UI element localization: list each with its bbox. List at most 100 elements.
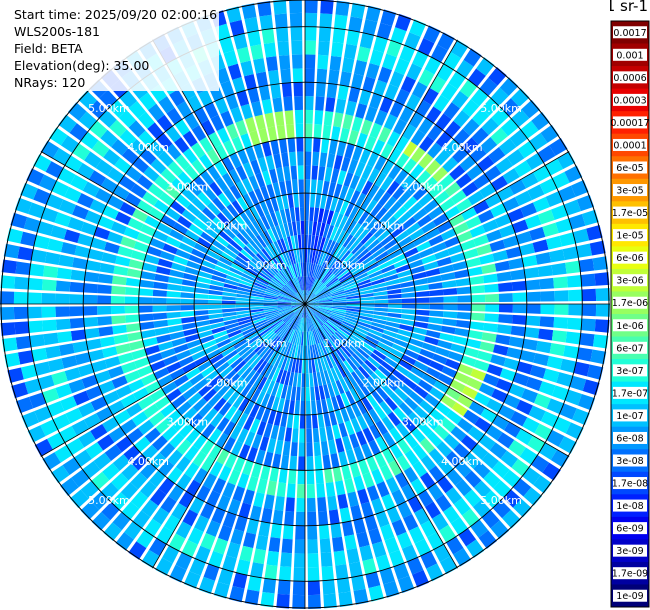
ray-gate [334,198,344,214]
ray-gate [295,293,305,304]
ray-gate [132,208,148,223]
ray-gate [428,282,443,290]
ray-gate [154,175,170,191]
ray-gate [382,329,398,338]
ray-gate [283,222,290,238]
ray-gate [419,348,435,360]
ray-gate [63,229,81,244]
ray-gate [453,443,470,460]
ray-gate [271,396,280,412]
ray-gate [115,436,133,453]
ray-gate [595,288,610,301]
ray-gate [343,172,354,188]
ray-gate [299,248,303,263]
ray-gate [516,399,533,415]
ray-gate [508,439,526,457]
colorbar-title-clip: m-1 sr-1 [610,0,650,17]
ray-gate [357,488,370,505]
ray-gate [331,42,344,58]
ray-gate [322,223,330,238]
ray-gate [139,480,157,498]
ray-gate [222,287,238,294]
ray-gate [498,138,517,156]
ray-gate [263,305,278,309]
ray-gate [330,312,345,319]
ray-gate [350,222,362,237]
ray-gate [463,409,480,425]
ray-gate [393,562,410,580]
ray-gate [236,90,250,107]
ray-gate [67,217,85,232]
ray-gate [261,378,272,393]
ray-gate [260,465,271,481]
ray-gate [153,367,170,380]
ray-gate [375,386,389,401]
ray-gate [289,207,296,222]
ray-gate [213,379,227,393]
ray-gate [266,333,278,346]
ray-gate [166,305,181,312]
ray-gate [277,297,292,302]
ray-gate [346,449,357,465]
ray-gate [282,441,291,456]
ray-gate [411,81,428,99]
ray-gate [291,299,305,304]
ray-gate [403,141,418,158]
ray-gate [77,233,94,247]
ray-gate [324,340,333,354]
ray-gate [270,197,279,212]
ray-gate [31,249,47,263]
ray-gate [72,143,91,161]
ray-gate [265,155,275,171]
ray-gate [330,367,339,382]
ray-gate [223,369,237,383]
ray-gate [307,317,311,332]
ray-gate [532,196,550,213]
ray-gate [372,318,387,325]
ray-gate [84,151,102,169]
ray-gate [167,466,183,484]
ray-gate [59,199,76,215]
ray-gate [473,200,490,215]
ray-gate [277,304,292,306]
ray-gate [559,232,576,247]
ray-gate [309,277,315,292]
ray-gate [382,431,396,448]
ray-gate [355,177,367,193]
ray-gate [264,349,275,363]
ray-gate [565,331,581,345]
ray-gate [70,174,88,191]
ray-gate [466,338,482,349]
ray-gate [327,319,340,329]
ray-gate [264,332,276,344]
ray-gate [289,0,302,14]
ray-gate [263,423,273,438]
ray-gate [458,528,477,547]
ray-gate [188,412,203,428]
ray-gate [292,298,305,304]
ray-gate [400,174,416,190]
ray-gate [314,386,321,401]
ray-gate [189,497,205,514]
ray-gate [184,229,200,242]
ray-gate [369,221,383,235]
ray-gate [568,289,583,302]
ray-gate [372,246,386,258]
ray-gate [444,139,461,156]
ray-gate [536,340,552,354]
ray-gate [329,283,342,292]
ray-gate [74,245,91,258]
ray-gate [90,237,107,251]
ray-gate [305,234,308,249]
ray-gate [294,109,304,125]
ray-gate [182,130,198,147]
ray-gate [359,545,374,562]
ray-gate [277,354,286,369]
ray-gate [373,311,388,317]
ray-gate [454,269,470,279]
ray-gate [266,183,276,199]
ray-gate [95,188,112,204]
ray-gate [194,107,209,124]
ray-gate [576,347,593,362]
